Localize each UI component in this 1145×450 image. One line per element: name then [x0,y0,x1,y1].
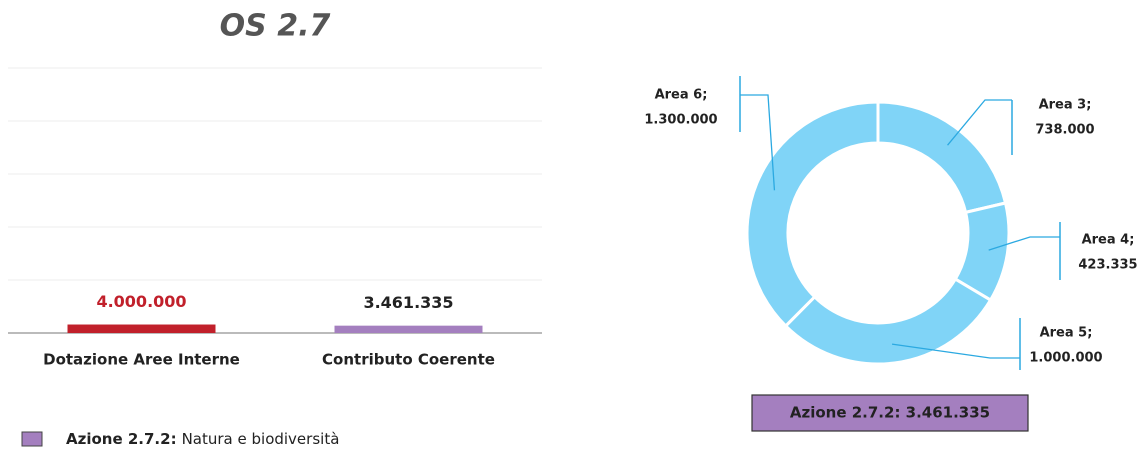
value-label: 4.000.000 [96,292,186,311]
leader-line [947,99,1012,146]
slice-value: 423.335 [1078,258,1137,273]
legend-label: Azione 2.7.2: [66,430,177,448]
leader-line [891,343,1020,359]
slice-label: Area 6; [655,88,708,103]
bar [67,324,216,333]
bar [334,325,483,333]
total-box [751,394,1029,432]
legend-swatch [21,431,43,447]
leader-line [740,94,776,191]
value-label: 3.461.335 [363,293,453,312]
x-tick-label: Contributo Coerente [322,351,495,369]
legend-description: Natura e biodiversità [182,430,340,448]
slice-value: 1.000.000 [1029,351,1102,366]
donut-slice [783,277,993,366]
slice-label: Area 3; [1039,98,1092,113]
leader-line [988,236,1060,251]
slice-value: 738.000 [1035,123,1094,138]
donut-slice [876,100,1008,215]
slice-label: Area 5; [1040,326,1093,341]
slice-value: 1.300.000 [644,113,717,128]
x-tick-label: Dotazione Aree Interne [43,351,240,369]
total-label: Azione 2.7.2: 3.461.335 [790,404,990,422]
slice-label: Area 4; [1082,233,1135,248]
donut-slice [745,100,880,329]
legend-text: Azione 2.7.2: Natura e biodiversità [66,430,339,448]
chart-title: OS 2.7 [220,9,331,44]
